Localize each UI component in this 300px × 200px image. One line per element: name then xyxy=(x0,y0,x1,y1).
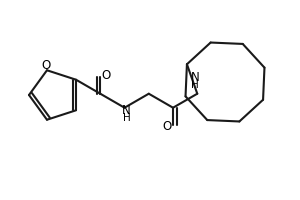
Text: H: H xyxy=(191,80,199,90)
Text: N: N xyxy=(122,104,131,117)
Text: O: O xyxy=(162,120,172,133)
Text: O: O xyxy=(102,69,111,82)
Text: N: N xyxy=(191,71,200,84)
Text: H: H xyxy=(123,113,130,123)
Text: O: O xyxy=(41,59,51,72)
